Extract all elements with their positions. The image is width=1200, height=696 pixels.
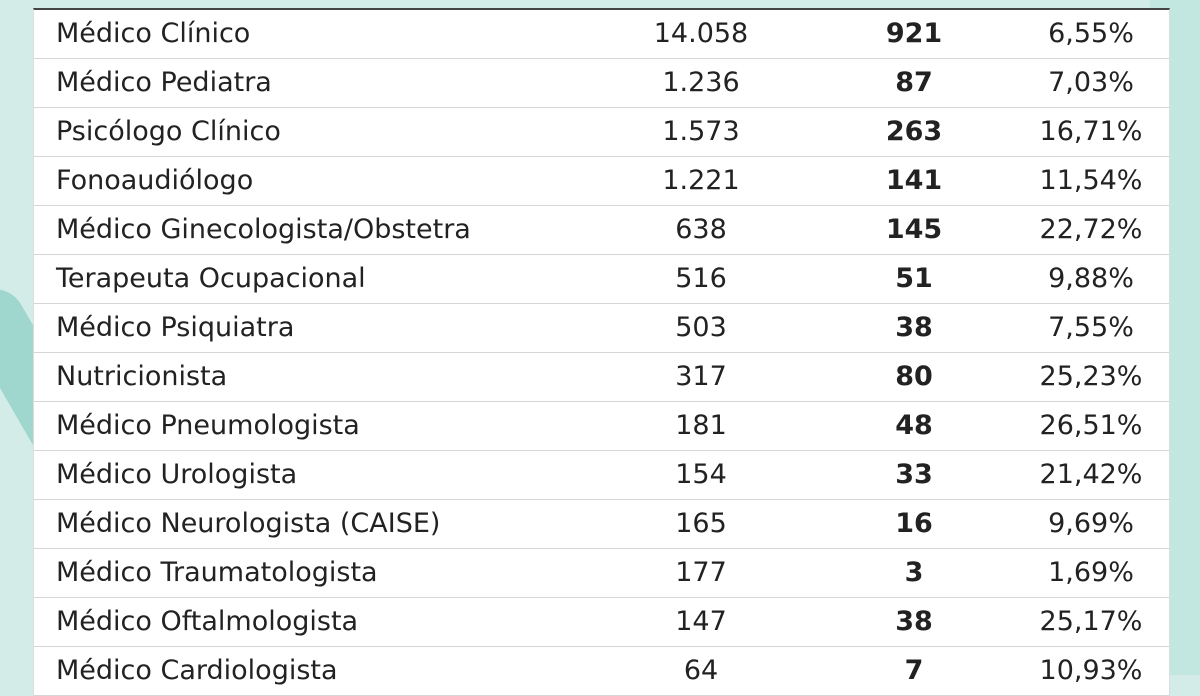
count-cell: 38	[895, 606, 933, 637]
count-cell: 921	[885, 18, 943, 49]
count-cell: 141	[885, 165, 943, 196]
total-cell: 503	[675, 312, 727, 343]
table-row: Médico Pneumologista 181 48 26,51%	[34, 402, 1169, 451]
profession-cell: Médico Cardiologista	[56, 655, 338, 686]
count-cell: 3	[904, 557, 924, 588]
count-cell: 145	[885, 214, 943, 245]
table-row: Médico Urologista 154 33 21,42%	[34, 451, 1169, 500]
percent-cell: 6,55%	[1048, 18, 1134, 49]
table-row: Médico Clínico 14.058 921 6,55%	[34, 10, 1169, 59]
total-cell: 516	[675, 263, 727, 294]
percent-cell: 11,54%	[1039, 165, 1143, 196]
count-cell: 87	[895, 67, 933, 98]
percent-cell: 10,93%	[1039, 655, 1143, 686]
total-cell: 64	[683, 655, 719, 686]
profession-cell: Médico Traumatologista	[56, 557, 378, 588]
total-cell: 317	[675, 361, 727, 392]
total-cell: 147	[675, 606, 727, 637]
profession-cell: Médico Ginecologista/Obstetra	[56, 214, 471, 245]
percent-cell: 25,23%	[1039, 361, 1143, 392]
total-cell: 638	[675, 214, 727, 245]
profession-cell: Médico Oftalmologista	[56, 606, 359, 637]
percent-cell: 9,88%	[1048, 263, 1134, 294]
count-cell: 51	[895, 263, 933, 294]
count-cell: 80	[895, 361, 933, 392]
percent-cell: 7,03%	[1048, 67, 1134, 98]
profession-cell: Médico Pediatra	[56, 67, 272, 98]
count-cell: 263	[885, 116, 943, 147]
total-cell: 154	[675, 459, 727, 490]
percent-cell: 9,69%	[1048, 508, 1134, 539]
total-cell: 177	[675, 557, 727, 588]
total-cell: 1.573	[662, 116, 740, 147]
table-row: Médico Ginecologista/Obstetra 638 145 22,72…	[34, 206, 1169, 255]
table-row: Médico Psiquiatra 503 38 7,55%	[34, 304, 1169, 353]
total-cell: 165	[675, 508, 727, 539]
profession-cell: Nutricionista	[56, 361, 228, 392]
profession-cell: Médico Neurologista (CAISE)	[56, 508, 441, 539]
profession-cell: Médico Psiquiatra	[56, 312, 295, 343]
profession-cell: Psicólogo Clínico	[56, 116, 281, 147]
profession-cell: Médico Urologista	[56, 459, 298, 490]
table-row: Médico Neurologista (CAISE) 165 16 9,69%	[34, 500, 1169, 549]
percent-cell: 7,55%	[1048, 312, 1134, 343]
percent-cell: 26,51%	[1039, 410, 1143, 441]
table-row: Médico Pediatra 1.236 87 7,03%	[34, 59, 1169, 108]
total-cell: 181	[675, 410, 727, 441]
count-cell: 16	[895, 508, 933, 539]
total-cell: 1.221	[662, 165, 740, 196]
table-row: Médico Traumatologista 177 3 1,69%	[34, 549, 1169, 598]
profession-cell: Terapeuta Ocupacional	[56, 263, 366, 294]
table: Médico Clínico 14.058 921 6,55% Médico Pedia…	[33, 8, 1170, 696]
percent-cell: 16,71%	[1039, 116, 1143, 147]
profession-cell: Médico Pneumologista	[56, 410, 360, 441]
percent-cell: 21,42%	[1039, 459, 1143, 490]
count-cell: 48	[895, 410, 933, 441]
count-cell: 7	[904, 655, 924, 686]
profession-cell: Fonoaudiólogo	[56, 165, 254, 196]
total-cell: 1.236	[662, 67, 740, 98]
percent-cell: 1,69%	[1048, 557, 1134, 588]
profession-cell: Médico Clínico	[56, 18, 251, 49]
table-row: Nutricionista 317 80 25,23%	[34, 353, 1169, 402]
percent-cell: 25,17%	[1039, 606, 1143, 637]
count-cell: 33	[895, 459, 933, 490]
table-row: Fonoaudiólogo 1.221 141 11,54%	[34, 157, 1169, 206]
table-row: Psicólogo Clínico 1.573 263 16,71%	[34, 108, 1169, 157]
count-cell: 38	[895, 312, 933, 343]
total-cell: 14.058	[653, 18, 749, 49]
table-row: Terapeuta Ocupacional 516 51 9,88%	[34, 255, 1169, 304]
table-row: Médico Cardiologista 64 7 10,93%	[34, 647, 1169, 696]
table-row: Médico Oftalmologista 147 38 25,17%	[34, 598, 1169, 647]
percent-cell: 22,72%	[1039, 214, 1143, 245]
